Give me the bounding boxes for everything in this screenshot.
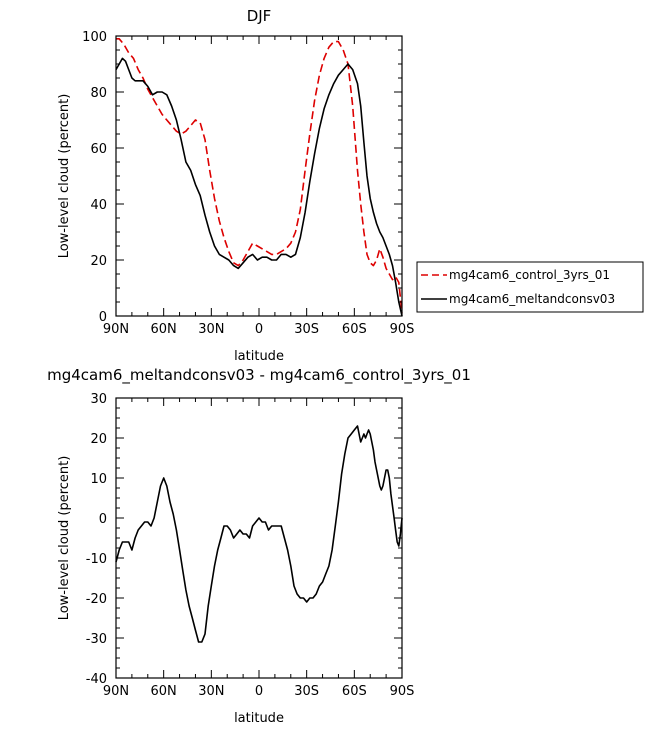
bottom-y-tick-label: 30	[90, 392, 107, 407]
top-x-tick-label: 0	[255, 322, 263, 337]
top-y-tick-label: 0	[99, 310, 107, 325]
top-plot-frame	[115, 35, 403, 317]
bottom-x-tick-label: 60S	[342, 684, 367, 699]
bottom-y-tick-label: -30	[86, 632, 107, 647]
top-x-tick-label: 90S	[390, 322, 415, 337]
legend-label-meltandconsv: mg4cam6_meltandconsv03	[449, 292, 615, 306]
top-y-tick-label: 80	[90, 86, 107, 101]
bottom-x-tick-label: 90S	[390, 684, 415, 699]
legend-label-control: mg4cam6_control_3yrs_01	[449, 268, 610, 282]
top-x-tick-label: 90N	[103, 322, 129, 337]
top-y-tick-label: 20	[90, 254, 107, 269]
bottom-x-tick-label: 90N	[103, 684, 129, 699]
top-x-axis-label: latitude	[234, 349, 284, 364]
bottom-x-tick-label: 0	[255, 684, 263, 699]
bottom-chart: mg4cam6_meltandconsv03 - mg4cam6_control…	[47, 366, 471, 726]
top-series-line-0	[116, 37, 403, 314]
bottom-chart-title: mg4cam6_meltandconsv03 - mg4cam6_control…	[47, 366, 471, 385]
top-chart-title: DJF	[247, 7, 272, 25]
bottom-y-tick-label: -20	[86, 592, 107, 607]
bottom-y-tick-label: 10	[90, 472, 107, 487]
top-chart: DJF 90N 60N 30N 0 30S 60S 90S 0 20 40 60 80 100 lati…	[57, 7, 644, 364]
bottom-y-axis-label: Low-level cloud (percent)	[57, 456, 72, 621]
bottom-x-axis-label: latitude	[234, 711, 284, 726]
bottom-y-tick-label: -10	[86, 552, 107, 567]
bottom-y-tick-label: 0	[99, 512, 107, 527]
top-y-tick-label: 100	[82, 30, 107, 45]
bottom-y-tick-label: 20	[90, 432, 107, 447]
top-x-tick-label: 30N	[198, 322, 224, 337]
top-x-tick-label: 30S	[294, 322, 319, 337]
top-y-tick-label: 40	[90, 198, 107, 213]
bottom-x-tick-label: 60N	[151, 684, 177, 699]
bottom-x-tick-label: 30S	[294, 684, 319, 699]
bottom-x-tick-label: 30N	[198, 684, 224, 699]
bottom-y-tick-label: -40	[86, 672, 107, 687]
top-y-tick-label: 60	[90, 142, 107, 157]
top-x-tick-label: 60S	[342, 322, 367, 337]
top-series-line-1	[115, 57, 403, 317]
bottom-plot-frame	[115, 397, 403, 679]
top-legend: mg4cam6_control_3yrs_01 mg4cam6_meltandc…	[416, 261, 644, 313]
legend-frame	[416, 261, 644, 313]
top-x-tick-label: 60N	[151, 322, 177, 337]
bottom-series-line-0	[115, 425, 403, 643]
top-y-axis-label: Low-level cloud (percent)	[57, 94, 72, 259]
